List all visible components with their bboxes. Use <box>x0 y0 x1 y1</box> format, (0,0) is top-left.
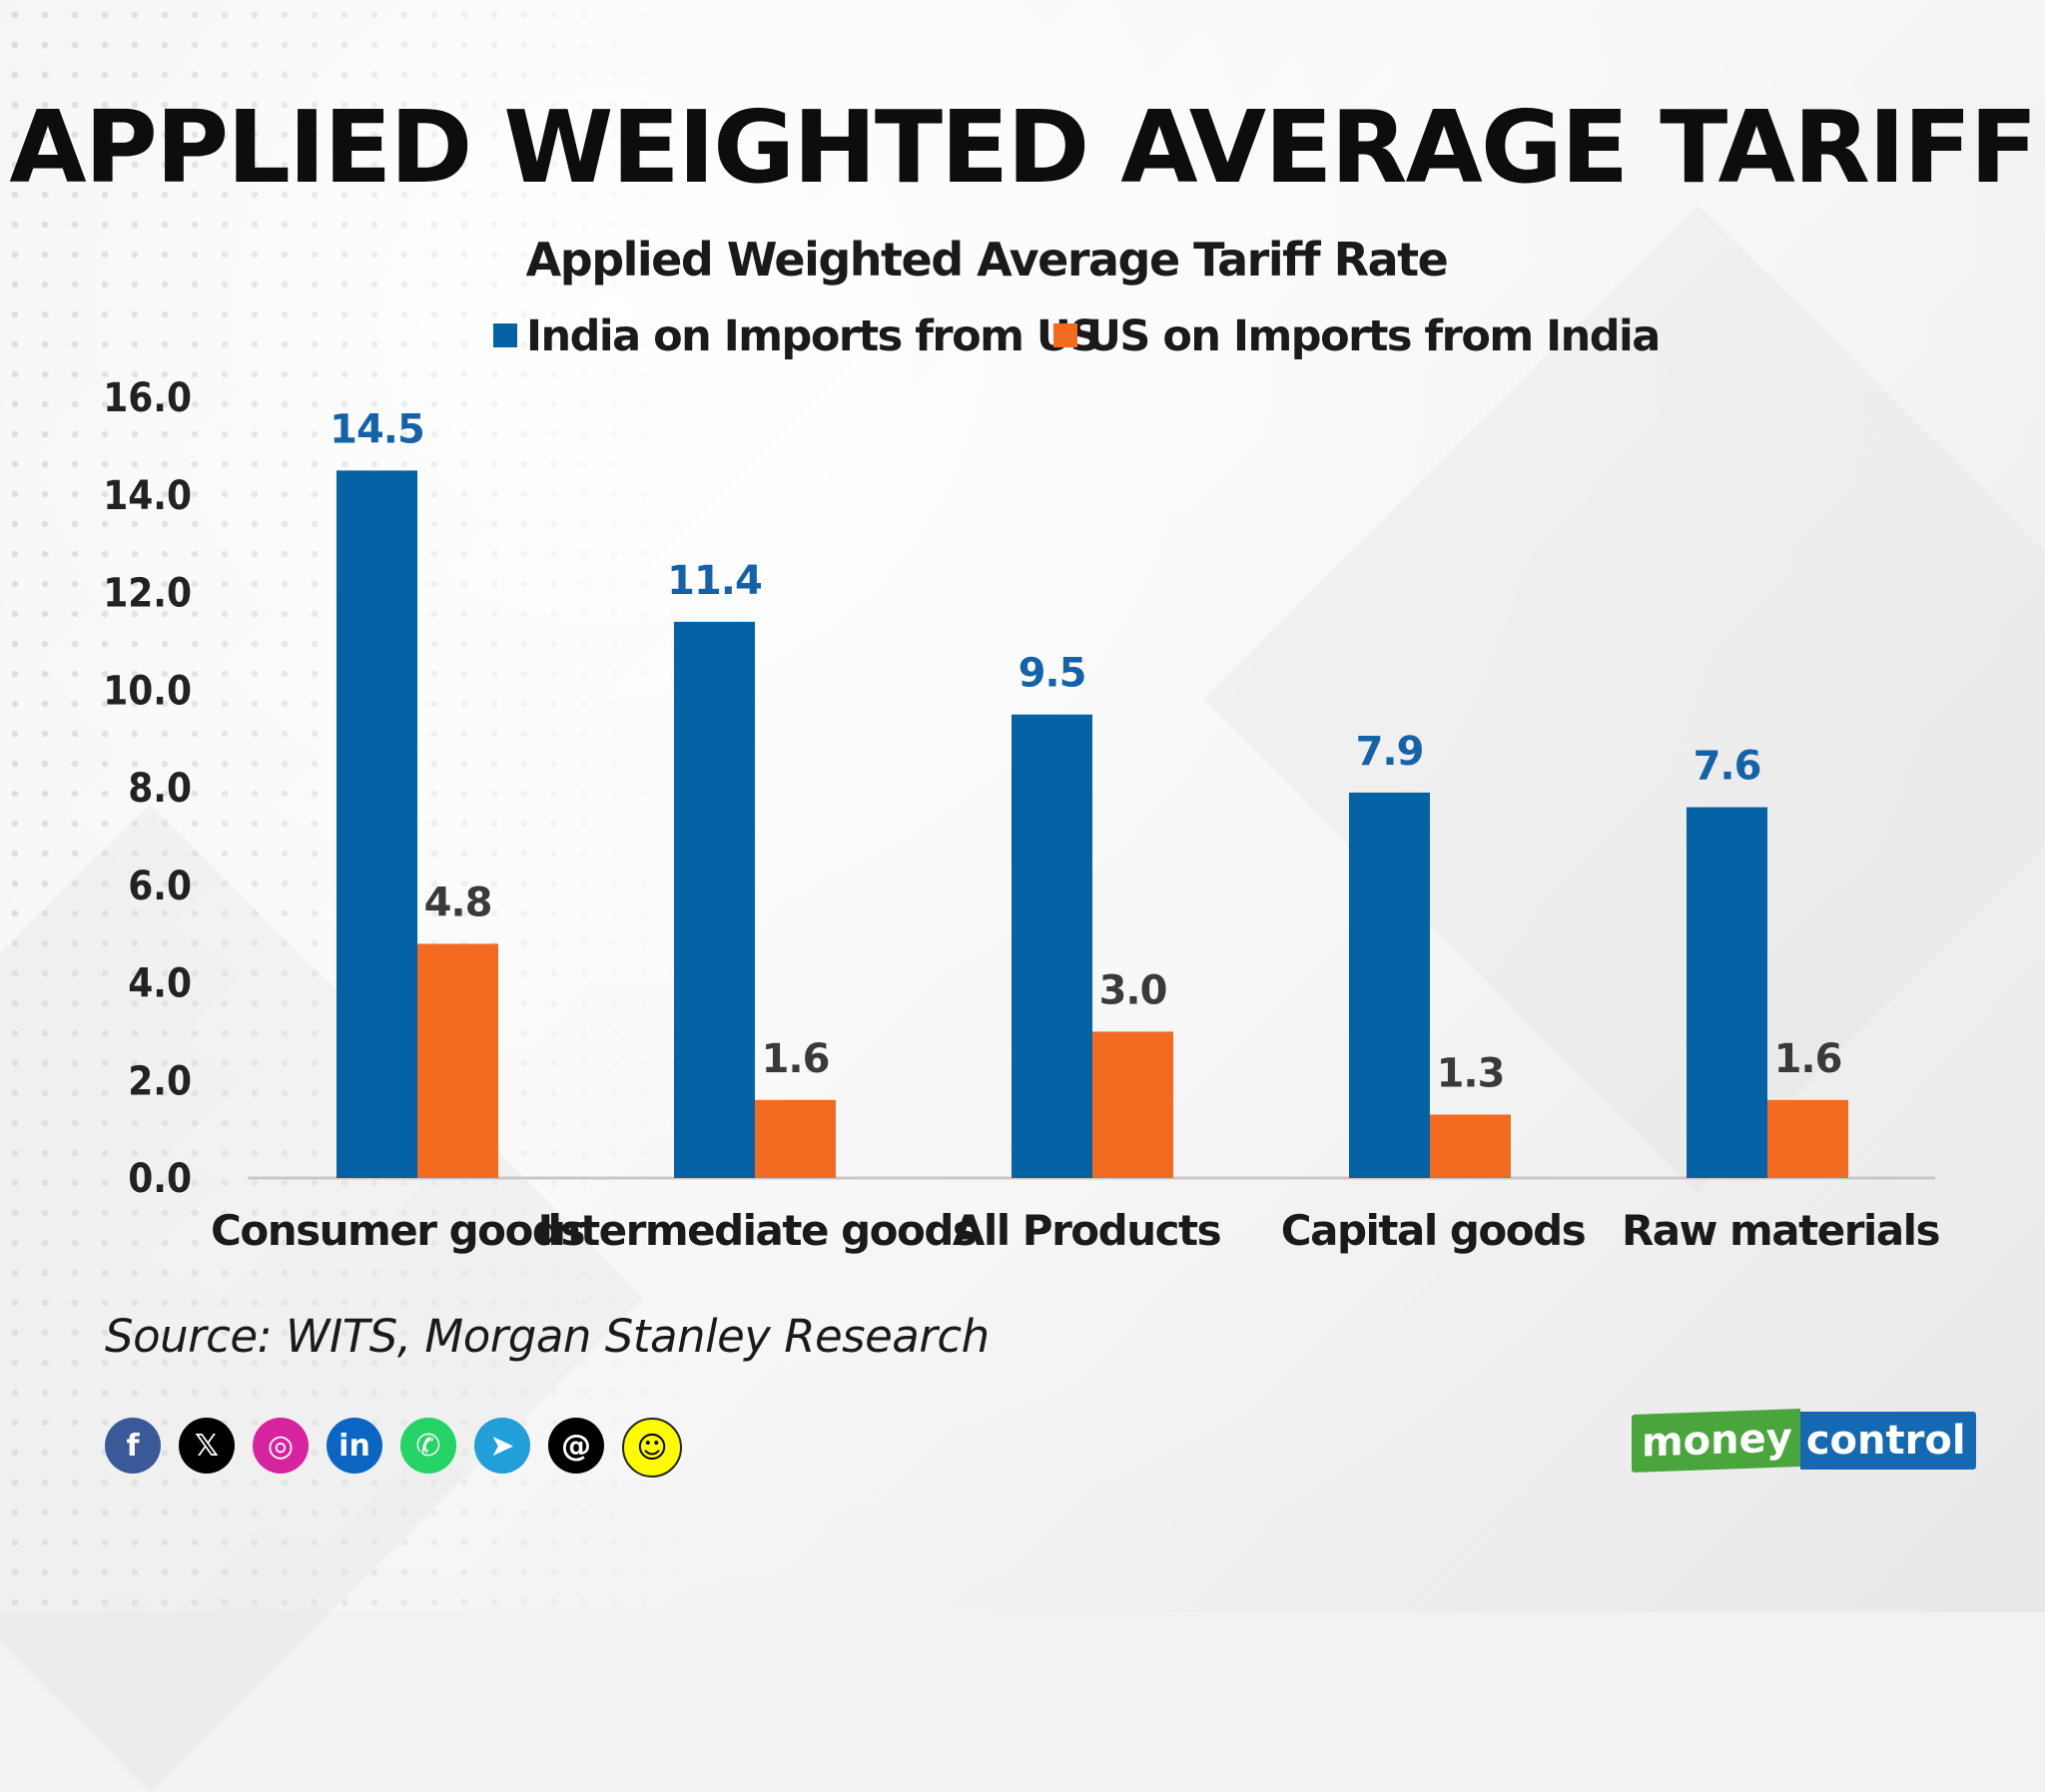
bar-us <box>1092 1031 1173 1178</box>
y-tick-label: 0.0 <box>128 1156 192 1202</box>
data-label-india: 14.5 <box>330 406 424 452</box>
facebook-icon[interactable]: f <box>105 1418 161 1474</box>
logo-money: money <box>1632 1409 1800 1473</box>
data-label-india: 9.5 <box>1019 651 1086 697</box>
bar-us <box>417 943 498 1178</box>
bar-india <box>674 621 755 1178</box>
data-label-us: 1.6 <box>762 1036 830 1082</box>
bar-india <box>337 470 417 1178</box>
bar-us <box>1767 1099 1848 1178</box>
x-tick-label: Intermediate goods <box>538 1206 977 1255</box>
data-label-india: 7.9 <box>1356 729 1424 775</box>
data-label-india: 7.6 <box>1694 744 1761 790</box>
bars <box>337 470 1848 1178</box>
bar-labels: 14.5 4.8 11.4 1.6 9.5 3.0 7.9 1.3 7.6 1.6 <box>330 406 1842 1096</box>
y-tick-label: 8.0 <box>128 766 192 812</box>
y-tick-label: 2.0 <box>128 1058 192 1104</box>
chart-title: Applied Weighted Average Tariff Rate <box>526 233 1448 287</box>
y-tick-label: 14.0 <box>103 473 192 519</box>
data-label-us: 1.6 <box>1774 1036 1842 1082</box>
y-tick-label: 4.0 <box>128 961 192 1007</box>
x-icon[interactable]: 𝕏 <box>179 1418 235 1474</box>
x-tick-label: Raw materials <box>1622 1206 1940 1255</box>
y-tick-label: 6.0 <box>128 864 192 909</box>
x-tick-label: Consumer goods <box>211 1206 584 1255</box>
data-label-india: 11.4 <box>667 558 762 604</box>
bar-india <box>1687 807 1767 1178</box>
bar-us <box>1430 1114 1511 1178</box>
y-tick-label: 16.0 <box>103 375 192 421</box>
telegram-icon[interactable]: ➤ <box>474 1418 530 1474</box>
y-tick-label: 12.0 <box>103 571 192 617</box>
data-label-us: 3.0 <box>1099 967 1167 1013</box>
instagram-icon[interactable]: ◎ <box>253 1418 309 1474</box>
moneycontrol-logo: money control <box>1632 1409 1976 1473</box>
data-label-us: 4.8 <box>424 880 492 925</box>
bar-us <box>755 1099 836 1178</box>
linkedin-icon[interactable]: in <box>327 1418 382 1474</box>
source-note: Source: WITS, Morgan Stanley Research <box>105 1310 990 1363</box>
threads-icon[interactable]: @ <box>548 1418 604 1474</box>
whatsapp-icon[interactable]: ✆ <box>400 1418 456 1474</box>
data-label-us: 1.3 <box>1437 1050 1505 1096</box>
bar-india <box>1012 714 1092 1178</box>
chart: Applied Weighted Average Tariff Rate Ind… <box>103 233 1941 1255</box>
snapchat-icon[interactable]: ☺ <box>622 1418 682 1478</box>
legend: India on Imports from US US on Imports f… <box>493 311 1661 361</box>
x-tick-label: Capital goods <box>1281 1206 1586 1255</box>
legend-label-us: US on Imports from India <box>1086 311 1660 361</box>
page-title: APPLIED WEIGHTED AVERAGE TARIFF <box>9 89 2038 206</box>
y-tick-label: 10.0 <box>103 668 192 714</box>
legend-swatch-india <box>493 323 517 347</box>
social-icons: f 𝕏 ◎ in ✆ ➤ @ ☺ <box>105 1418 682 1478</box>
legend-label-india: India on Imports from US <box>526 311 1099 361</box>
legend-swatch-us <box>1053 323 1077 347</box>
x-tick-label: All Products <box>953 1206 1221 1255</box>
y-axis: 0.0 2.0 4.0 6.0 8.0 10.0 12.0 14.0 16.0 <box>103 375 192 1202</box>
bar-india <box>1349 792 1430 1178</box>
logo-control: control <box>1799 1412 1976 1470</box>
